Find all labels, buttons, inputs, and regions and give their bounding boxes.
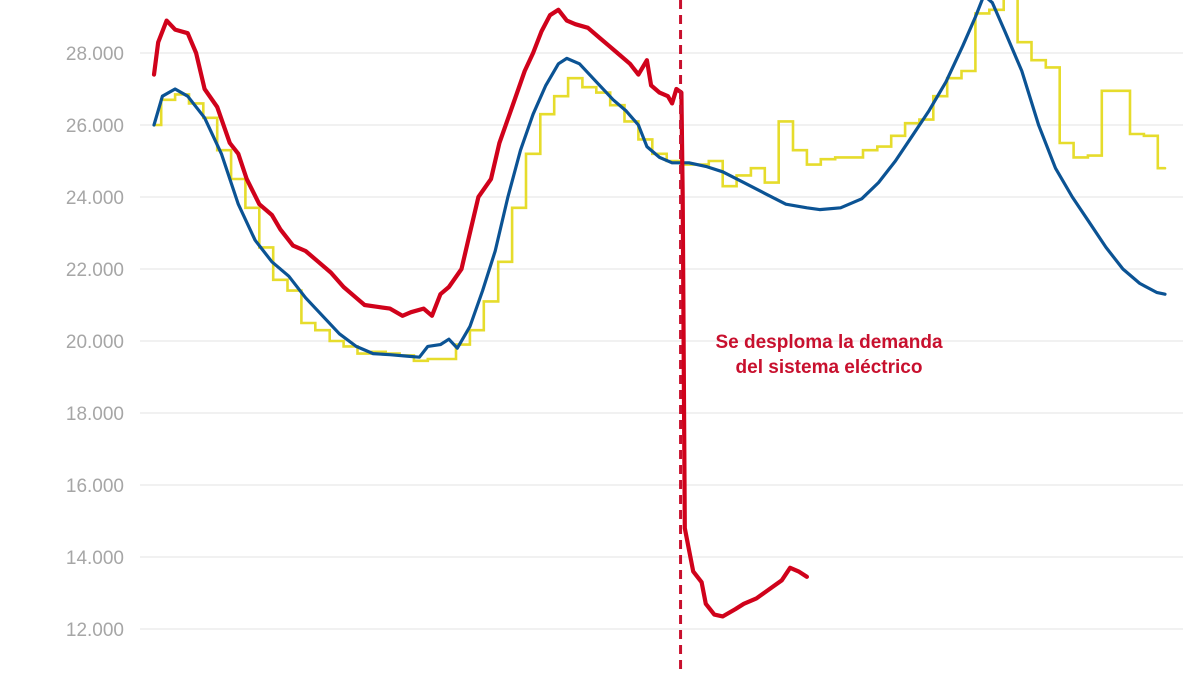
y-tick-label: 18.000 xyxy=(66,404,124,425)
y-tick-label: 12.000 xyxy=(66,620,124,641)
y-tick-label: 14.000 xyxy=(66,548,124,569)
y-tick-label: 26.000 xyxy=(66,116,124,137)
series-line-forecast xyxy=(152,0,1167,359)
y-tick-label: 16.000 xyxy=(66,476,124,497)
y-tick-label: 22.000 xyxy=(66,260,124,281)
series-layer xyxy=(151,0,1167,619)
annotation-layer: Se desploma la demanda del sistema eléctr… xyxy=(715,332,942,378)
y-tick-label: 24.000 xyxy=(66,188,124,209)
series-line-real xyxy=(151,7,809,619)
y-tick-label: 20.000 xyxy=(66,332,124,353)
y-tick-label: 28.000 xyxy=(66,44,124,65)
grid-layer: 12.000 14.000 16.000 18.000 20.000 22.000 24.0… xyxy=(66,44,1183,641)
annotation-line-1: Se desploma la demanda xyxy=(715,332,942,353)
annotation-line-2: del sistema eléctrico xyxy=(736,357,923,378)
